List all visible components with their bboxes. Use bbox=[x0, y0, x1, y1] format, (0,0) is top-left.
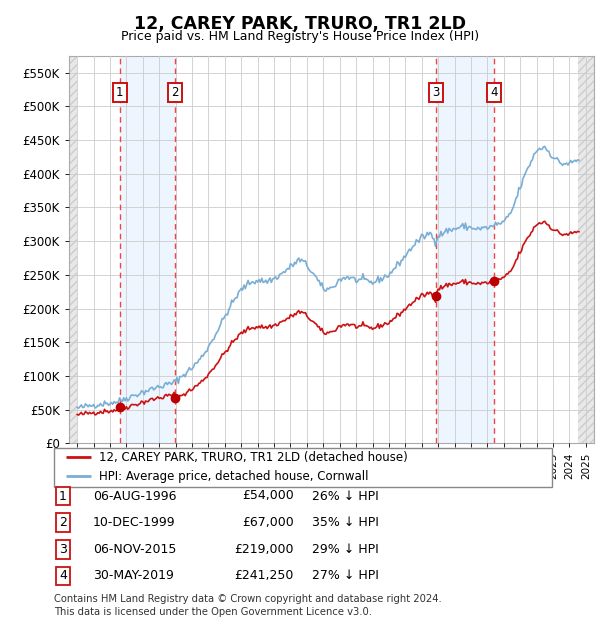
Text: £241,250: £241,250 bbox=[235, 570, 294, 582]
Text: 29% ↓ HPI: 29% ↓ HPI bbox=[312, 543, 379, 556]
Text: 4: 4 bbox=[490, 86, 498, 99]
Text: 2: 2 bbox=[59, 516, 67, 529]
Text: 4: 4 bbox=[59, 570, 67, 582]
Text: 12, CAREY PARK, TRURO, TR1 2LD (detached house): 12, CAREY PARK, TRURO, TR1 2LD (detached… bbox=[99, 451, 407, 464]
Text: 3: 3 bbox=[432, 86, 439, 99]
Text: 27% ↓ HPI: 27% ↓ HPI bbox=[312, 570, 379, 582]
Text: 30-MAY-2019: 30-MAY-2019 bbox=[93, 570, 174, 582]
Text: 06-AUG-1996: 06-AUG-1996 bbox=[93, 490, 176, 502]
FancyBboxPatch shape bbox=[54, 448, 552, 487]
Bar bbox=[69, 56, 77, 443]
Text: 1: 1 bbox=[116, 86, 124, 99]
Text: 1: 1 bbox=[59, 490, 67, 502]
Text: 35% ↓ HPI: 35% ↓ HPI bbox=[312, 516, 379, 529]
Text: 10-DEC-1999: 10-DEC-1999 bbox=[93, 516, 176, 529]
Bar bbox=[436, 56, 494, 443]
Bar bbox=[578, 56, 594, 443]
Text: Contains HM Land Registry data © Crown copyright and database right 2024.
This d: Contains HM Land Registry data © Crown c… bbox=[54, 594, 442, 617]
Text: 06-NOV-2015: 06-NOV-2015 bbox=[93, 543, 176, 556]
Text: 26% ↓ HPI: 26% ↓ HPI bbox=[312, 490, 379, 502]
Text: 12, CAREY PARK, TRURO, TR1 2LD: 12, CAREY PARK, TRURO, TR1 2LD bbox=[134, 16, 466, 33]
Text: £67,000: £67,000 bbox=[242, 516, 294, 529]
Text: £219,000: £219,000 bbox=[235, 543, 294, 556]
Text: 3: 3 bbox=[59, 543, 67, 556]
Bar bbox=[119, 56, 175, 443]
Text: £54,000: £54,000 bbox=[242, 490, 294, 502]
Bar bbox=[69, 56, 77, 443]
Text: 2: 2 bbox=[171, 86, 178, 99]
Text: Price paid vs. HM Land Registry's House Price Index (HPI): Price paid vs. HM Land Registry's House … bbox=[121, 30, 479, 43]
Text: HPI: Average price, detached house, Cornwall: HPI: Average price, detached house, Corn… bbox=[99, 470, 368, 482]
Bar bbox=[578, 56, 594, 443]
